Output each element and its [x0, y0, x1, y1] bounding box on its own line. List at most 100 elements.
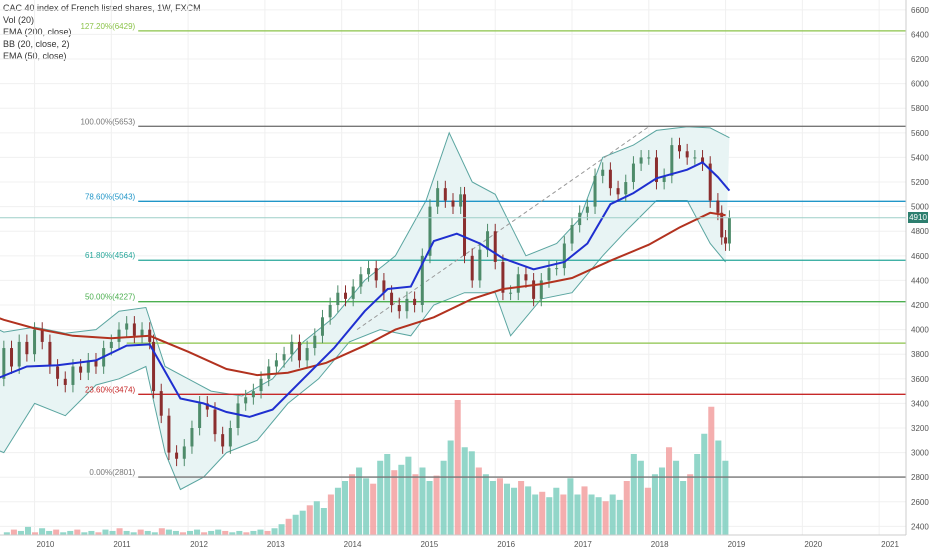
moving-averages: [0, 161, 906, 418]
volume-bar: [144, 530, 151, 535]
candle-body: [616, 188, 620, 195]
y-tick-label: 4000: [911, 326, 929, 335]
candle-body: [117, 329, 121, 342]
volume-bar: [81, 532, 88, 535]
x-tick-label: 2015: [420, 540, 438, 549]
volume-bar: [701, 433, 708, 535]
volume-bar: [88, 530, 95, 535]
candle-body: [639, 157, 643, 164]
candle-body: [167, 415, 171, 453]
legend-ema200: EMA (200, close): [3, 27, 72, 37]
volume-bar: [623, 481, 630, 535]
volume-bar: [172, 530, 179, 535]
candle-body: [182, 446, 186, 459]
y-tick-label: 6000: [911, 80, 929, 89]
x-tick-label: 2021: [881, 540, 899, 549]
candle-body: [259, 378, 263, 392]
x-tick-label: 2014: [344, 540, 362, 549]
volume-bar: [574, 494, 581, 535]
x-tick-label: 2019: [728, 540, 746, 549]
candle-body: [547, 268, 551, 281]
volume-bar: [356, 467, 363, 535]
volume-bar: [271, 528, 278, 535]
y-tick-label: 6200: [911, 55, 929, 64]
candle-body: [397, 305, 401, 312]
candle-body: [282, 354, 286, 361]
volume-bar: [651, 474, 658, 535]
volume-bar: [454, 400, 461, 535]
volume-bar: [440, 460, 447, 535]
volume-bar: [539, 491, 546, 535]
volume-bar: [313, 501, 320, 535]
volume-bar: [398, 464, 405, 535]
volume-bar: [370, 483, 377, 535]
candle-body: [459, 194, 463, 207]
volume-bar: [53, 529, 60, 535]
volume-bar: [433, 475, 440, 535]
volume-bar: [447, 440, 454, 535]
x-tick-label: 2012: [190, 540, 208, 549]
volume-bar: [391, 470, 398, 535]
candle-body: [198, 403, 202, 428]
y-tick-label: 2800: [911, 473, 929, 482]
candle-body: [516, 274, 520, 293]
candle-body: [359, 274, 363, 287]
volume-bar: [496, 478, 503, 535]
volume-bar: [74, 529, 81, 535]
candle-body: [205, 403, 209, 410]
candle-body: [463, 194, 467, 256]
candle-body: [336, 292, 340, 306]
fib-level-label: 23.60%(3474): [85, 385, 136, 394]
volume-bar: [306, 505, 313, 535]
volume-bar: [179, 532, 186, 535]
candle-body: [140, 329, 144, 336]
volume-bar: [532, 494, 539, 535]
candle-body: [313, 335, 317, 349]
volume-bar: [60, 532, 67, 535]
candle-body: [470, 255, 474, 281]
volume-bar: [215, 529, 222, 535]
volume-bar: [637, 460, 644, 535]
candle-body: [624, 182, 628, 195]
y-tick-label: 3600: [911, 375, 929, 384]
candle-body: [585, 206, 589, 213]
candle-body: [17, 341, 21, 367]
bb-fill: [0, 126, 730, 490]
candle-body: [727, 217, 731, 244]
candle-body: [297, 341, 301, 361]
volume-bar: [208, 530, 215, 535]
y-tick-label: 5200: [911, 178, 929, 187]
volume-bar: [292, 514, 299, 535]
candle-body: [631, 163, 635, 183]
volume-bar: [201, 532, 208, 535]
volume-bar: [243, 532, 250, 535]
candle-body: [367, 268, 371, 275]
volume-bar: [186, 530, 194, 535]
volume-bar: [461, 447, 468, 535]
volume-bar: [109, 530, 116, 535]
candle-body: [86, 360, 90, 373]
volume-bar: [158, 528, 165, 535]
volume-bar: [468, 451, 475, 535]
volume-bar: [285, 518, 292, 535]
volume-bar: [511, 487, 518, 535]
volume-bar: [567, 478, 574, 535]
y-tick-label: 5600: [911, 129, 929, 138]
volume-bar: [384, 454, 391, 535]
y-tick-label: 6600: [911, 6, 929, 15]
ema200-line: [0, 211, 726, 377]
volume-bar: [123, 530, 130, 535]
trend-line: [356, 126, 650, 331]
candle-body: [94, 360, 98, 367]
volume-bar: [588, 494, 595, 535]
volume-bar: [503, 483, 511, 535]
candle-body: [48, 341, 52, 367]
candle-body: [509, 292, 513, 294]
volume-bar: [349, 474, 356, 535]
volume-bar: [482, 474, 489, 535]
fib-level-label: 78.60%(5043): [85, 192, 136, 201]
candle-body: [274, 360, 278, 367]
candle-body: [228, 428, 232, 447]
volume-bar: [264, 530, 271, 535]
